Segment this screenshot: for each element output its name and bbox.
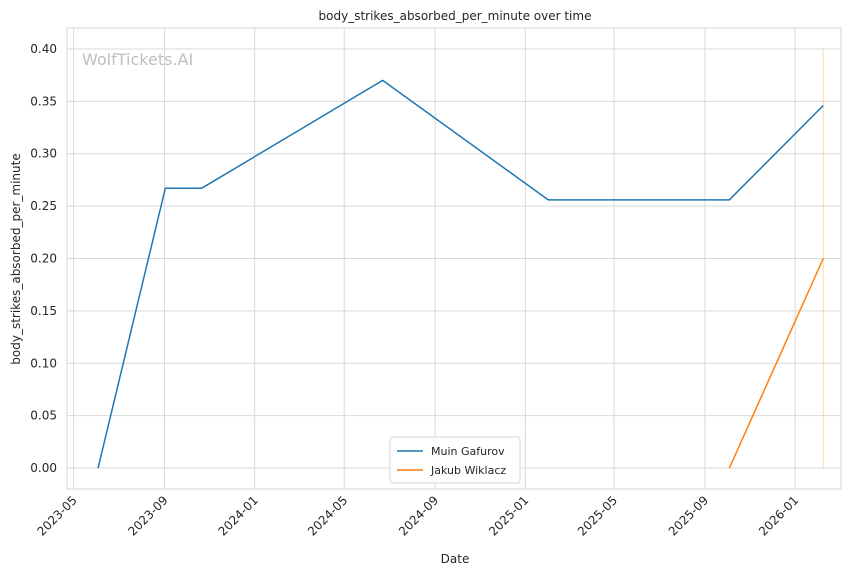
x-tick-label: 2024-09	[396, 493, 441, 538]
grid-lines	[67, 28, 841, 489]
x-tick-label: 2026-01	[756, 493, 801, 538]
x-tick-label: 2024-05	[305, 493, 350, 538]
y-axis-label: body_strikes_absorbed_per_minute	[9, 153, 23, 364]
y-tick-label: 0.30	[30, 147, 57, 161]
y-tick-label: 0.05	[30, 409, 57, 423]
legend: Muin Gafurov Jakub Wiklacz	[389, 436, 521, 484]
chart-title: body_strikes_absorbed_per_minute over ti…	[319, 9, 592, 23]
legend-label-muin-gafurov: Muin Gafurov	[431, 445, 505, 458]
y-tick-label: 0.00	[30, 461, 57, 475]
x-tick-label: 2025-09	[666, 493, 711, 538]
series-layer	[97, 79, 824, 469]
x-tick-label: 2025-05	[575, 493, 620, 538]
y-tick-label: 0.40	[30, 42, 57, 56]
legend-label-jakub-wiklacz: Jakub Wiklacz	[430, 464, 506, 477]
series-line-muin-gafurov	[97, 79, 824, 469]
x-tick-label: 2024-01	[216, 493, 261, 538]
y-tick-label: 0.25	[30, 199, 57, 213]
legend-box	[389, 436, 521, 484]
y-tick-label: 0.20	[30, 252, 57, 266]
x-tick-label: 2023-09	[125, 493, 170, 538]
y-tick-label: 0.15	[30, 304, 57, 318]
series-line-jakub-wiklacz	[728, 258, 824, 469]
y-tick-label: 0.35	[30, 94, 57, 108]
watermark: WolfTickets.AI	[82, 50, 193, 69]
x-tick-label: 2025-01	[486, 493, 531, 538]
y-tick-label: 0.10	[30, 356, 57, 370]
x-axis-label: Date	[441, 552, 470, 566]
x-tick-label: 2023-05	[34, 493, 79, 538]
